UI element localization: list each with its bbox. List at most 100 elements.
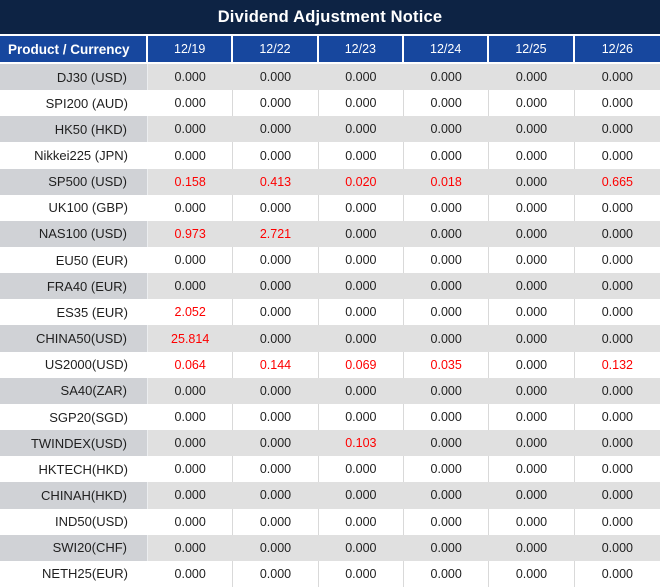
table-row: NAS100 (USD) 0.973 2.721 0.000 0.000 0.000 0.0… <box>0 220 660 248</box>
product-cell: HK50 (HKD) <box>0 116 148 143</box>
dividend-value-cell: 0.158 <box>148 168 234 195</box>
date-column-header: 12/25 <box>489 36 575 62</box>
dividend-value-cell: 0.000 <box>574 142 660 169</box>
table-row: HK50 (HKD) 0.000 0.000 0.000 0.000 0.000 0.000 <box>0 116 660 143</box>
dividend-value-cell: 0.000 <box>318 508 404 535</box>
product-cell: CHINA50(USD) <box>0 325 148 352</box>
product-cell: FRA40 (EUR) <box>0 273 148 300</box>
table-row: CHINA50(USD) 25.814 0.000 0.000 0.000 0.000 0.… <box>0 325 660 352</box>
dividend-value-cell: 0.064 <box>148 351 234 378</box>
dividend-value-cell: 0.000 <box>574 508 660 535</box>
table-row: EU50 (EUR) 0.000 0.000 0.000 0.000 0.000 0.000 <box>0 247 660 274</box>
dividend-value-cell: 0.000 <box>404 273 490 300</box>
dividend-value-cell: 0.000 <box>489 220 575 248</box>
product-cell: US2000(USD) <box>0 351 148 378</box>
dividend-value-cell: 0.000 <box>489 430 575 457</box>
dividend-value-cell: 0.000 <box>574 430 660 457</box>
dividend-value-cell: 0.144 <box>233 351 319 378</box>
dividend-value-cell: 0.000 <box>233 508 319 535</box>
dividend-value-cell: 0.000 <box>574 194 660 221</box>
product-cell: SWI20(CHF) <box>0 534 148 561</box>
dividend-value-cell: 0.000 <box>233 534 319 561</box>
product-cell: UK100 (GBP) <box>0 194 148 221</box>
dividend-value-cell: 0.000 <box>404 194 490 221</box>
dividend-value-cell: 0.000 <box>148 247 234 274</box>
dividend-value-cell: 0.000 <box>148 142 234 169</box>
dividend-value-cell: 0.000 <box>318 325 404 352</box>
dividend-value-cell: 0.000 <box>318 456 404 483</box>
dividend-value-cell: 0.000 <box>489 456 575 483</box>
dividend-value-cell: 0.000 <box>233 482 319 509</box>
dividend-value-cell: 2.052 <box>148 299 234 326</box>
dividend-value-cell: 0.000 <box>574 456 660 483</box>
table-row: CHINAH(HKD) 0.000 0.000 0.000 0.000 0.000 0.00… <box>0 482 660 509</box>
dividend-value-cell: 0.000 <box>489 403 575 431</box>
table-row: NETH25(EUR) 0.000 0.000 0.000 0.000 0.000 0.00… <box>0 560 660 587</box>
dividend-value-cell: 0.000 <box>233 142 319 169</box>
table-row: SA40(ZAR) 0.000 0.000 0.000 0.000 0.000 0.000 <box>0 377 660 404</box>
dividend-value-cell: 0.000 <box>574 247 660 274</box>
dividend-value-cell: 0.000 <box>404 508 490 535</box>
dividend-value-cell: 0.132 <box>574 351 660 378</box>
dividend-value-cell: 0.000 <box>574 403 660 431</box>
table-row: SWI20(CHF) 0.000 0.000 0.000 0.000 0.000 0.000 <box>0 534 660 561</box>
dividend-value-cell: 0.018 <box>404 168 490 195</box>
dividend-value-cell: 0.000 <box>404 142 490 169</box>
dividend-value-cell: 0.000 <box>318 403 404 431</box>
dividend-value-cell: 0.000 <box>233 430 319 457</box>
date-column-header: 12/23 <box>318 36 404 62</box>
product-cell: NETH25(EUR) <box>0 560 148 587</box>
dividend-value-cell: 0.000 <box>233 325 319 352</box>
dividend-value-cell: 0.665 <box>574 168 660 195</box>
table-row: HKTECH(HKD) 0.000 0.000 0.000 0.000 0.000 0.00… <box>0 456 660 483</box>
dividend-value-cell: 0.000 <box>489 560 575 587</box>
dividend-value-cell: 0.000 <box>318 299 404 326</box>
dividend-value-cell: 0.000 <box>574 299 660 326</box>
table-row: SP500 (USD) 0.158 0.413 0.020 0.018 0.000 0.66… <box>0 168 660 195</box>
dividend-value-cell: 0.000 <box>233 194 319 221</box>
dividend-value-cell: 0.000 <box>318 64 404 91</box>
table-row: SGP20(SGD) 0.000 0.000 0.000 0.000 0.000 0.000 <box>0 403 660 431</box>
table-row: UK100 (GBP) 0.000 0.000 0.000 0.000 0.000 0.00… <box>0 194 660 221</box>
table-row: IND50(USD) 0.000 0.000 0.000 0.000 0.000 0.000 <box>0 508 660 535</box>
dividend-value-cell: 0.000 <box>318 247 404 274</box>
dividend-value-cell: 0.000 <box>233 247 319 274</box>
dividend-value-cell: 0.000 <box>318 482 404 509</box>
product-cell: Nikkei225 (JPN) <box>0 142 148 169</box>
dividend-value-cell: 0.000 <box>404 299 490 326</box>
dividend-value-cell: 0.000 <box>489 116 575 143</box>
dividend-value-cell: 0.000 <box>318 377 404 404</box>
dividend-value-cell: 0.000 <box>233 273 319 300</box>
product-cell: TWINDEX(USD) <box>0 430 148 457</box>
table-row: TWINDEX(USD) 0.000 0.000 0.103 0.000 0.000 0.0… <box>0 430 660 457</box>
dividend-value-cell: 0.000 <box>318 142 404 169</box>
table-row: SPI200 (AUD) 0.000 0.000 0.000 0.000 0.000 0.0… <box>0 90 660 117</box>
dividend-value-cell: 0.000 <box>404 560 490 587</box>
product-cell: ES35 (EUR) <box>0 299 148 326</box>
dividend-value-cell: 0.000 <box>148 560 234 587</box>
date-column-header: 12/19 <box>148 36 234 62</box>
dividend-value-cell: 0.000 <box>148 508 234 535</box>
dividend-value-cell: 0.000 <box>489 299 575 326</box>
dividend-value-cell: 0.000 <box>233 377 319 404</box>
dividend-value-cell: 0.000 <box>489 90 575 117</box>
page-title: Dividend Adjustment Notice <box>0 0 660 34</box>
divider <box>0 34 660 36</box>
dividend-value-cell: 0.000 <box>489 194 575 221</box>
dividend-value-cell: 0.000 <box>148 430 234 457</box>
table-row: DJ30 (USD) 0.000 0.000 0.000 0.000 0.000 0.000 <box>0 64 660 91</box>
dividend-value-cell: 0.000 <box>318 194 404 221</box>
dividend-value-cell: 0.000 <box>148 90 234 117</box>
dividend-value-cell: 0.000 <box>404 90 490 117</box>
dividend-value-cell: 0.000 <box>404 430 490 457</box>
product-cell: SP500 (USD) <box>0 168 148 195</box>
dividend-value-cell: 0.000 <box>404 456 490 483</box>
product-cell: SA40(ZAR) <box>0 377 148 404</box>
dividend-value-cell: 0.000 <box>318 560 404 587</box>
dividend-value-cell: 0.000 <box>233 90 319 117</box>
dividend-value-cell: 0.000 <box>148 403 234 431</box>
product-cell: SGP20(SGD) <box>0 403 148 431</box>
dividend-value-cell: 0.000 <box>404 64 490 91</box>
dividend-value-cell: 0.000 <box>489 168 575 195</box>
